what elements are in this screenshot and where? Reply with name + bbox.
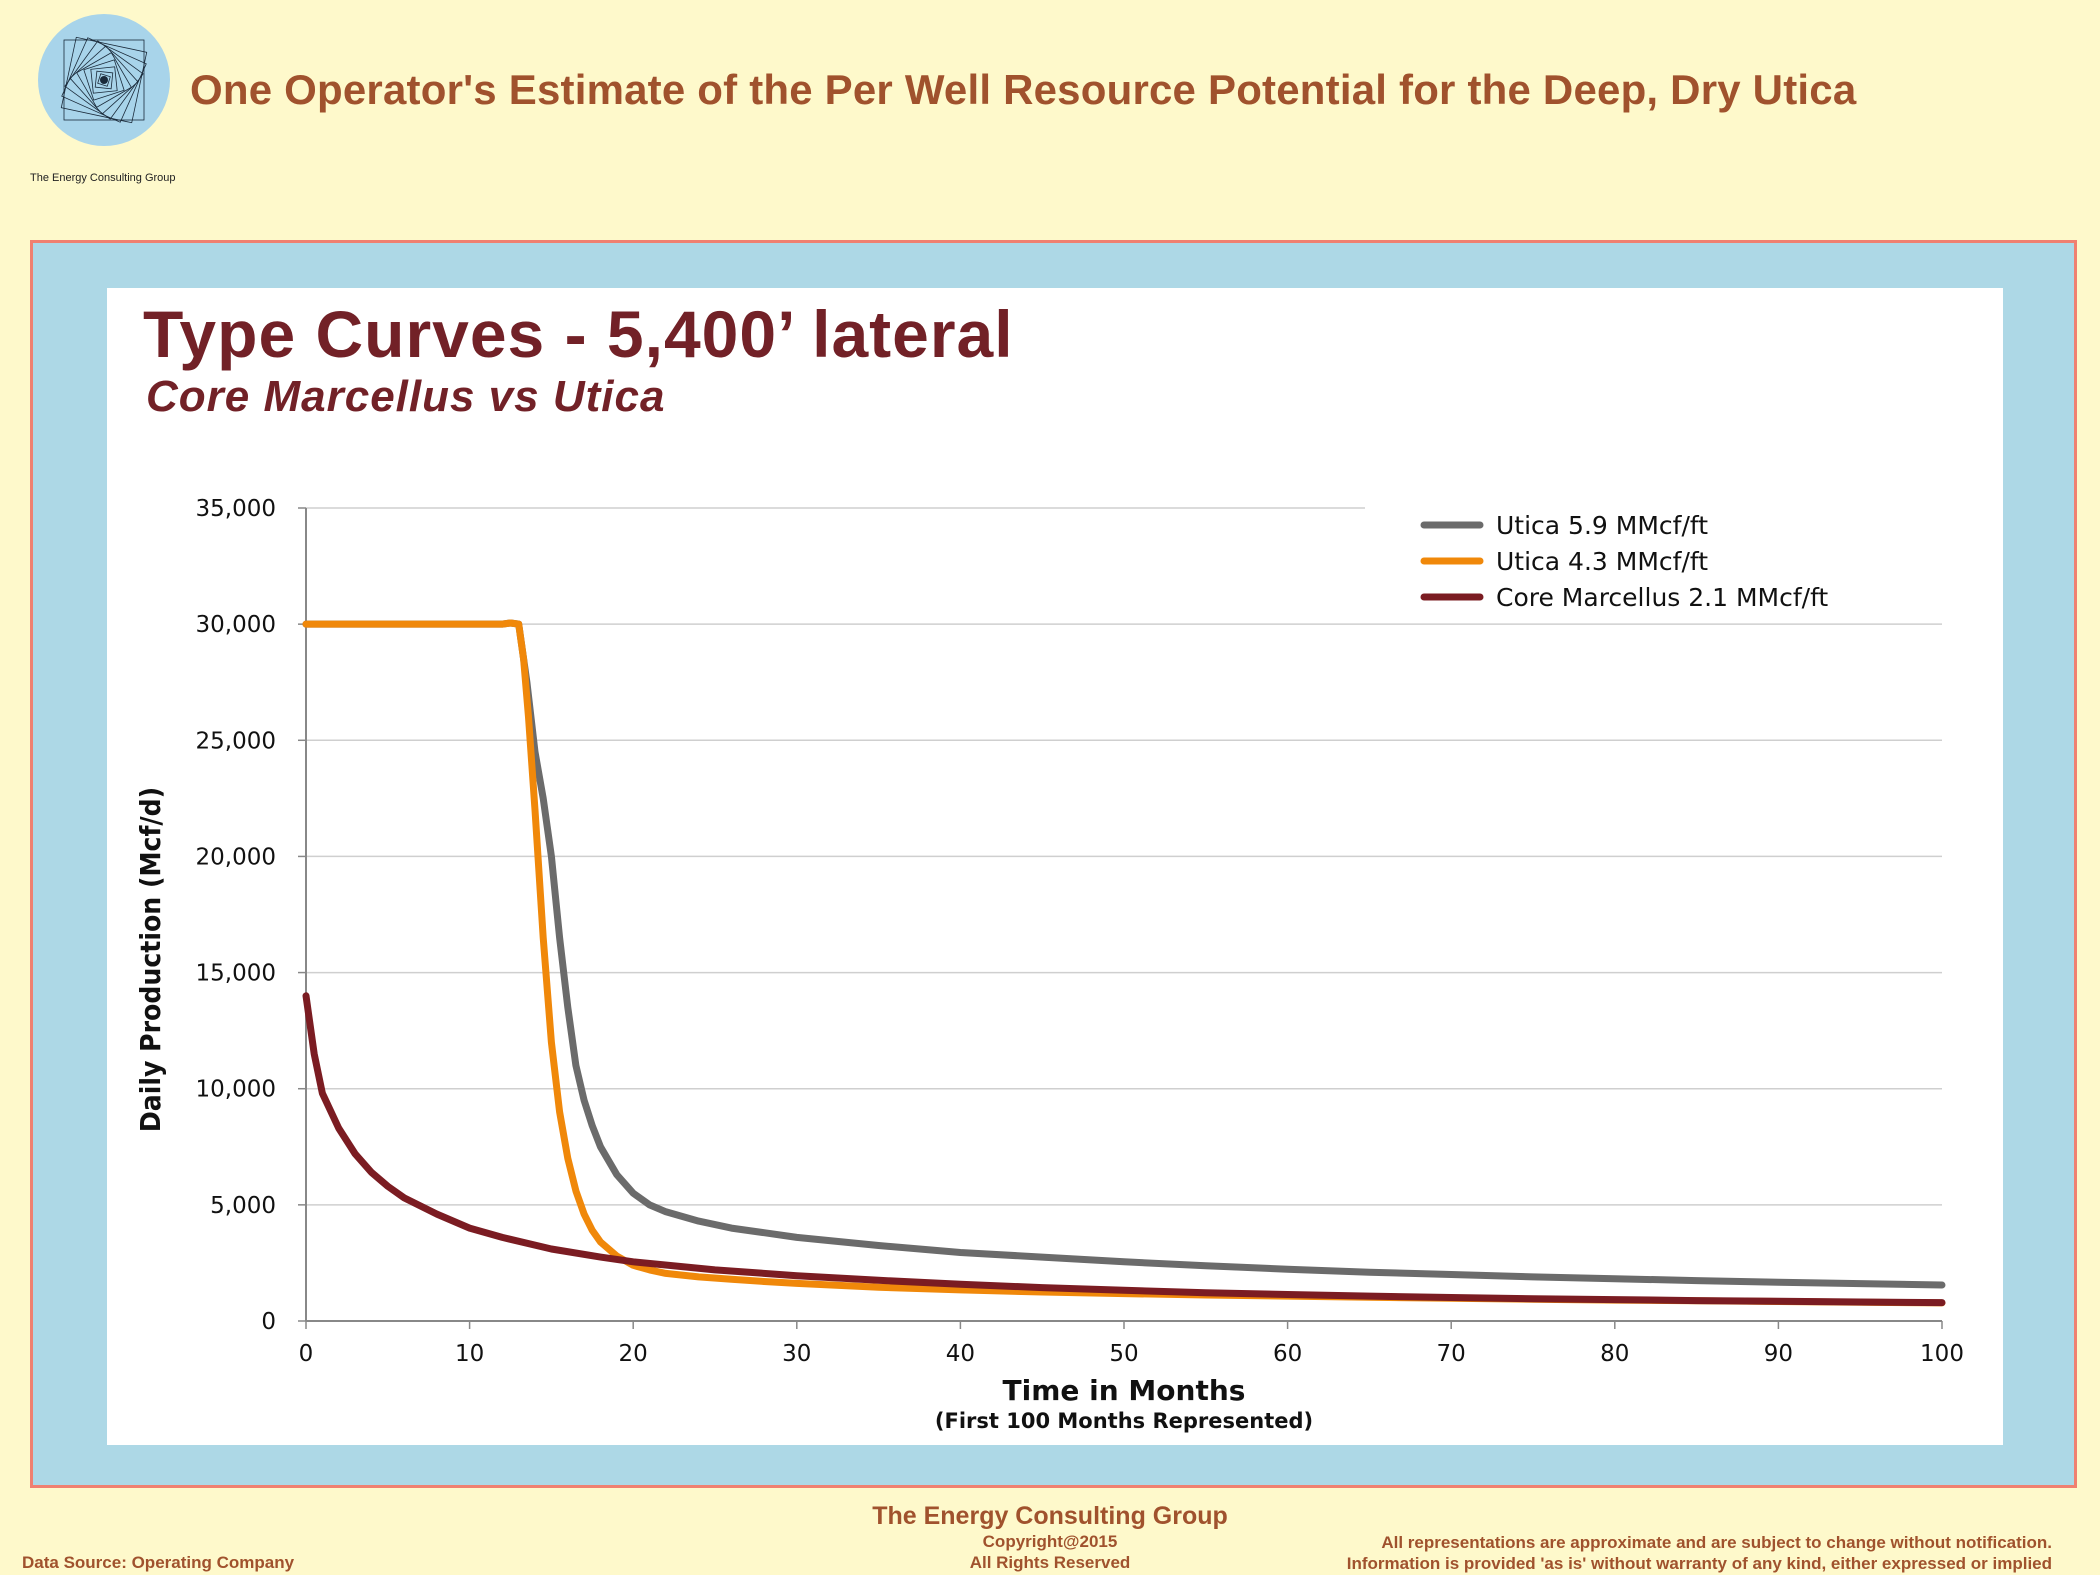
disclaimer-line-2: Information is provided 'as is' without …	[1346, 1554, 2052, 1573]
x-tick-label: 0	[299, 1341, 314, 1367]
disclaimer-line-1: All representations are approximate and …	[1381, 1533, 2052, 1552]
series-line-1	[302, 619, 1946, 1289]
x-tick-label: 30	[782, 1341, 811, 1367]
series-line-3	[302, 992, 1946, 1307]
footer-rights: All Rights Reserved	[969, 1553, 1131, 1572]
x-tick-label: 40	[946, 1341, 975, 1367]
x-axis-label: Time in Months	[1003, 1374, 1246, 1407]
y-tick-label: 25,000	[196, 728, 276, 754]
x-tick-label: 50	[1109, 1341, 1138, 1367]
legend-label-1: Utica 5.9 MMcf/ft	[1496, 511, 1708, 540]
chart-title: Type Curves - 5,400’ lateral	[143, 297, 1014, 371]
logo-caption: The Energy Consulting Group	[30, 172, 176, 184]
y-tick-label: 15,000	[196, 961, 276, 987]
x-tick-label: 60	[1273, 1341, 1302, 1367]
spiral-logo-icon	[38, 14, 170, 146]
chart-subtitle: Core Marcellus vs Utica	[146, 372, 666, 421]
x-tick-label: 80	[1600, 1341, 1629, 1367]
y-tick-label: 35,000	[196, 496, 276, 522]
footer-org: The Energy Consulting Group	[872, 1502, 1228, 1530]
x-tick-label: 10	[455, 1341, 484, 1367]
page-headline: One Operator's Estimate of the Per Well …	[190, 66, 1857, 113]
y-tick-label: 5,000	[210, 1193, 276, 1219]
series-line-2	[302, 619, 1946, 1307]
y-tick-label: 20,000	[196, 844, 276, 870]
legend-label-3: Core Marcellus 2.1 MMcf/ft	[1496, 583, 1828, 612]
legend-label-2: Utica 4.3 MMcf/ft	[1496, 547, 1708, 576]
footer-data-source: Data Source: Operating Company	[22, 1553, 295, 1572]
y-tick-label: 30,000	[196, 612, 276, 638]
x-tick-label: 90	[1764, 1341, 1793, 1367]
chart-panel	[107, 288, 2003, 1445]
footer-copyright: Copyright@2015	[982, 1532, 1118, 1551]
y-tick-label: 10,000	[196, 1077, 276, 1103]
x-tick-label: 70	[1437, 1341, 1466, 1367]
x-tick-label: 100	[1920, 1341, 1964, 1367]
y-tick-label: 0	[261, 1309, 276, 1335]
x-axis-sublabel: (First 100 Months Represented)	[935, 1409, 1313, 1433]
y-axis-label: Daily Production (Mcf/d)	[134, 787, 167, 1132]
footer-disclaimer: All representations are approximate and …	[1347, 1532, 2052, 1574]
x-tick-label: 20	[619, 1341, 648, 1367]
